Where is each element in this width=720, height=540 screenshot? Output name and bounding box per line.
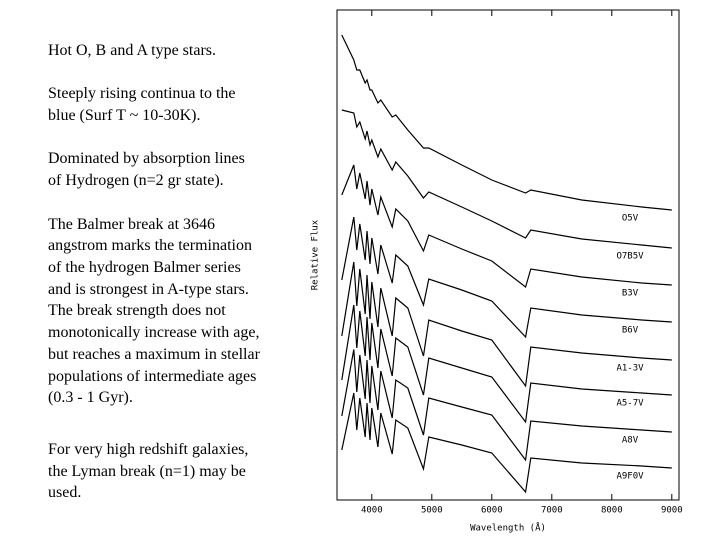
spectrum-line [341,164,672,289]
series-label: A9F0V [616,472,644,482]
x-tick-label: 7000 [541,506,563,516]
paragraph: The Balmer break at 3646 angstrom marks t… [48,214,298,409]
text-line: populations of intermediate ages [48,367,257,385]
text-line: used. [48,484,82,502]
series-label: A5-7V [616,399,644,409]
text-line: the Lyman break (n=1) may be [48,462,246,480]
text-line: angstrom marks the termination [48,237,252,255]
paragraph: For very high redshift galaxies, the Lyma… [48,439,298,504]
plot-frame [336,9,680,501]
text-line: Dominated by absorption lines [48,150,245,168]
spectrum-line [341,34,672,211]
text-line: and is strongest in A-type stars. [48,280,249,298]
x-tick-label: 4000 [361,506,383,516]
series-label: O7B5V [616,252,644,262]
paragraph: Dominated by absorption lines of Hydrogen… [48,148,298,191]
text-line: For very high redshift galaxies, [48,440,249,458]
text-line: The Balmer break at 3646 [48,215,216,233]
spectrum-line [341,109,672,249]
spectrum-line [341,261,672,388]
paragraph: Hot O, B and A type stars. [48,40,298,62]
spectrum-line [341,349,672,462]
text-line: The break strength does not [48,302,226,320]
text-line: Steeply rising continua to the [48,85,236,103]
spectrum-line [341,216,672,339]
x-tick-label: 6000 [481,506,503,516]
text-line: blue (Surf T ~ 10-30K). [48,107,201,125]
series-label: A1-3V [616,364,644,374]
y-axis-label: Relative Flux [311,219,321,290]
text-line: Hot O, B and A type stars. [48,42,216,59]
series-label: A8V [622,436,639,446]
text-line: of the hydrogen Balmer series [48,258,241,276]
text-line: but reaches a maximum in stellar [48,345,260,363]
x-axis-label: Wavelength (Å) [470,522,546,534]
text-block: Hot O, B and A type stars. Steeply rising… [48,40,298,504]
text-line: (0.3 - 1 Gyr). [48,389,133,407]
spectrum-line [341,304,672,424]
spectrum-line [341,392,672,494]
x-tick-label: 9000 [661,506,683,516]
series-label: B3V [622,289,639,299]
paragraph: Steeply rising continua to the blue (Surf… [48,83,298,126]
text-line: monotonically increase with age, [48,324,260,342]
x-tick-label: 5000 [421,506,443,516]
series-label: O5V [622,214,639,224]
x-tick-label: 8000 [601,506,623,516]
text-line: of Hydrogen (n=2 gr state). [48,172,224,190]
series-label: B6V [622,326,639,336]
